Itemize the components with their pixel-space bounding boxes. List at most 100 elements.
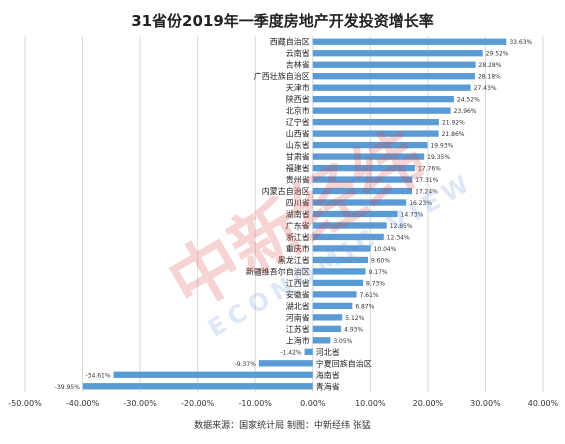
data-label: -39.95% (55, 384, 80, 391)
category-label: 上海市 (286, 335, 310, 345)
bar (312, 291, 357, 298)
data-label: -34.61% (86, 372, 111, 379)
x-tick-label: 20.00% (413, 399, 444, 408)
bar (82, 383, 313, 390)
x-tick-label: -40.00% (66, 399, 100, 408)
data-labels: 33.63%29.52% 28.28% 28.18% 27.43% 24.52% 23.9… (55, 39, 533, 391)
data-label: 29.52% (486, 51, 509, 58)
data-label: 21.86% (442, 131, 465, 138)
data-label: 4.93% (344, 326, 363, 333)
bar (312, 337, 331, 344)
bars (82, 38, 507, 390)
category-label: 西藏自治区 (270, 37, 310, 47)
data-label: 17.76% (418, 166, 441, 173)
bar (312, 130, 439, 137)
data-label: 21.92% (442, 120, 465, 127)
category-label: 云南省 (286, 48, 310, 58)
data-label: 14.73% (401, 212, 424, 219)
category-label: 湖南省 (286, 209, 310, 219)
category-label: 甘肃省 (286, 152, 310, 162)
bar (312, 61, 476, 68)
category-labels: 西藏自治区云南省吉林省广西壮族自治区天津市陕西省北京市辽宁省山西省山东省甘肃省福… (246, 37, 372, 392)
category-label: 江苏省 (286, 324, 310, 334)
category-label: 黑龙江省 (278, 255, 310, 265)
bar (258, 360, 313, 367)
data-label: 3.05% (333, 338, 352, 345)
bar (312, 107, 451, 114)
bar (312, 176, 413, 183)
data-label: 17.31% (415, 177, 438, 184)
source-note: 数据来源：国家统计局 制图：中新经纬 张猛 (194, 421, 371, 431)
category-label: 内蒙古自治区 (262, 186, 310, 196)
x-tick-label: -20.00% (181, 399, 215, 408)
category-label: 湖北省 (286, 301, 310, 311)
bar (312, 268, 366, 275)
x-tick-label: -30.00% (123, 399, 157, 408)
category-label: 新疆维吾尔自治区 (246, 266, 310, 276)
bar (312, 279, 364, 287)
x-tick-labels: -50.00% -40.00% -30.00% -20.00% -10.00% 0.00%… (8, 399, 558, 408)
category-label: 广西壮族自治区 (254, 71, 310, 81)
grid-lines (24, 36, 544, 392)
data-label: 16.23% (409, 200, 432, 207)
category-label: 山西省 (286, 129, 310, 139)
category-label: 山东省 (286, 140, 310, 150)
bar (312, 84, 471, 91)
category-label: 江西省 (286, 278, 310, 288)
bar (312, 164, 415, 172)
bar (312, 187, 413, 195)
bar (312, 96, 454, 103)
chart-title: 31省份2019年一季度房地产开发投资增长率 (131, 12, 434, 30)
category-label: 陕西省 (286, 94, 310, 104)
data-label: 23.96% (454, 108, 477, 115)
bar (312, 73, 475, 80)
category-label: 河南省 (286, 312, 310, 322)
category-label: 辽宁省 (286, 117, 310, 127)
data-label: 24.52% (457, 97, 480, 104)
data-label: 27.43% (474, 85, 497, 92)
data-label: 12.34% (387, 234, 410, 241)
category-label: 河北省 (316, 347, 340, 357)
category-label: 吉林省 (286, 60, 310, 70)
bar (113, 371, 313, 378)
bar (312, 141, 428, 149)
bar (312, 38, 507, 45)
data-label: 10.04% (374, 246, 397, 253)
data-label: 9.60% (371, 257, 390, 264)
bar (312, 199, 407, 206)
data-label: 28.28% (479, 62, 502, 69)
category-label: 广东省 (286, 220, 310, 230)
category-label: 北京市 (286, 106, 310, 116)
x-tick-label: 10.00% (355, 399, 386, 408)
data-label: 19.93% (430, 143, 453, 150)
category-label: 安徽省 (286, 289, 310, 299)
x-tick-label: -50.00% (8, 399, 42, 408)
bar (304, 348, 313, 355)
bar (312, 233, 384, 241)
category-label: 海南省 (316, 370, 340, 380)
bar (312, 314, 343, 321)
data-label: 8.73% (366, 280, 385, 287)
data-label: 33.63% (509, 39, 532, 46)
category-label: 青海省 (316, 381, 340, 391)
category-label: 浙江省 (286, 232, 310, 242)
data-label: 6.87% (355, 303, 374, 310)
category-label: 天津市 (286, 83, 310, 93)
data-label: 5.12% (345, 315, 364, 322)
data-label: -1.42% (280, 349, 302, 356)
data-label: 7.61% (360, 292, 379, 299)
category-label: 四川省 (286, 198, 310, 208)
bar (312, 118, 439, 126)
bar (312, 325, 342, 332)
category-label: 福建省 (286, 163, 310, 173)
category-label: 重庆市 (286, 243, 310, 253)
x-tick-label: 30.00% (470, 399, 501, 408)
bar (312, 245, 371, 252)
bar (312, 302, 353, 310)
bar (312, 153, 425, 160)
category-label: 宁夏回族自治区 (316, 358, 372, 368)
data-label: -9.37% (235, 361, 257, 368)
data-label: 9.17% (369, 269, 388, 276)
